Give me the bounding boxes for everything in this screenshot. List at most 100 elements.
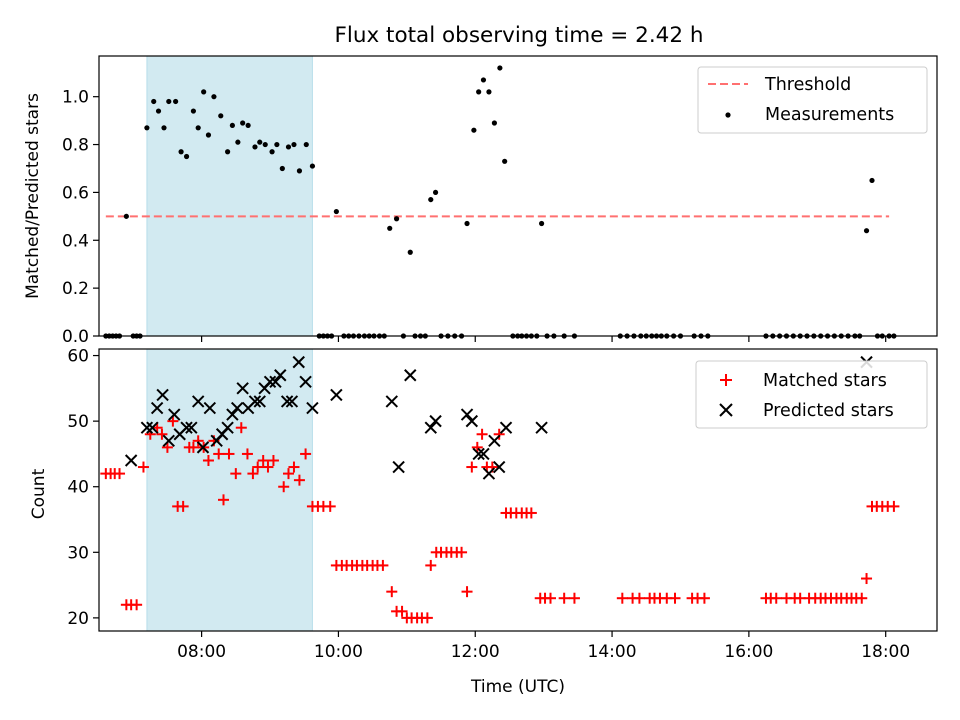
x-tick-label: 12:00 bbox=[451, 642, 500, 662]
measurement-point bbox=[869, 177, 875, 184]
matched-star-marker bbox=[669, 592, 681, 604]
matched-star-marker bbox=[558, 592, 570, 604]
measurement-point bbox=[309, 163, 316, 169]
predicted-star-marker bbox=[146, 421, 159, 434]
x-tick-label: 16:00 bbox=[724, 642, 773, 662]
matched-star-marker bbox=[616, 592, 628, 604]
predicted-marker-b bbox=[424, 421, 437, 434]
legend-matched-label: Matched stars bbox=[763, 371, 887, 391]
predicted-marker-b bbox=[429, 414, 442, 428]
measurement-point bbox=[173, 98, 179, 105]
matched-star-marker bbox=[377, 559, 389, 571]
predicted-marker-b bbox=[285, 395, 299, 408]
matched-star-marker bbox=[257, 454, 269, 466]
measurement-point bbox=[178, 149, 184, 155]
matched-star-marker bbox=[425, 559, 437, 571]
measurement-point bbox=[387, 225, 393, 231]
matched-star-marker bbox=[698, 592, 710, 604]
predicted-star-marker bbox=[477, 447, 490, 461]
measurement-point bbox=[240, 120, 246, 126]
predicted-marker-b bbox=[146, 421, 159, 434]
matched-stars-points bbox=[100, 415, 900, 624]
matched-star-marker bbox=[213, 448, 225, 460]
matched-star-marker bbox=[493, 428, 505, 440]
matched-star-marker bbox=[278, 481, 290, 493]
matched-star-marker bbox=[241, 448, 253, 460]
predicted-star-marker bbox=[221, 421, 234, 434]
matched-star-marker bbox=[396, 605, 408, 617]
measurement-point bbox=[863, 228, 870, 234]
predicted-marker-b bbox=[156, 388, 169, 402]
x-tick-label: 18:00 bbox=[861, 642, 910, 662]
matched-star-marker bbox=[247, 468, 259, 480]
measurement-point bbox=[486, 89, 492, 95]
y-tick-label: 20 bbox=[67, 609, 89, 629]
predicted-marker-b bbox=[168, 408, 181, 421]
predicted-star-marker bbox=[253, 395, 266, 408]
predicted-marker-b bbox=[460, 408, 474, 421]
matched-star-marker bbox=[288, 461, 300, 473]
predicted-star-marker bbox=[465, 414, 479, 428]
bottom-axes-frame bbox=[98, 348, 938, 632]
predicted-marker-b bbox=[280, 395, 294, 408]
bottom-shaded-span bbox=[146, 348, 313, 632]
measurement-point bbox=[262, 141, 268, 148]
y-tick-label: 0.8 bbox=[62, 136, 89, 156]
predicted-star-marker bbox=[404, 369, 417, 382]
predicted-star-marker bbox=[492, 460, 506, 474]
measurement-point bbox=[480, 77, 487, 83]
legend-matched-swatch bbox=[720, 374, 732, 386]
legend-predicted-label: Predicted stars bbox=[763, 401, 894, 421]
matched-star-marker bbox=[177, 500, 189, 512]
matched-star-marker bbox=[235, 422, 247, 434]
legend-threshold-label: Threshold bbox=[764, 75, 851, 95]
measurement-point bbox=[201, 89, 207, 95]
x-tick-label: 08:00 bbox=[177, 642, 226, 662]
predicted-star-marker bbox=[269, 375, 282, 388]
predicted-marker-b bbox=[535, 421, 548, 434]
measurement-point bbox=[195, 125, 201, 131]
predicted-star-marker bbox=[285, 395, 299, 408]
predicted-marker-b bbox=[477, 447, 490, 461]
measurement-point bbox=[190, 108, 197, 114]
predicted-marker-b bbox=[203, 401, 217, 415]
measurement-point bbox=[291, 141, 297, 148]
measurement-point bbox=[151, 98, 157, 105]
matched-star-marker bbox=[230, 468, 242, 480]
predicted-star-marker bbox=[168, 408, 181, 421]
predicted-star-marker bbox=[156, 388, 169, 402]
predicted-star-marker bbox=[292, 355, 305, 369]
measurement-point bbox=[257, 139, 263, 145]
predicted-star-marker bbox=[472, 447, 485, 461]
top-shaded-span bbox=[146, 55, 313, 337]
measurement-point bbox=[497, 65, 503, 71]
measurement-points bbox=[103, 65, 897, 339]
matched-star-marker bbox=[568, 592, 580, 604]
predicted-star-marker bbox=[424, 421, 437, 434]
matched-star-marker bbox=[223, 448, 235, 460]
y-tick-label: 40 bbox=[67, 478, 89, 498]
predicted-marker-b bbox=[124, 454, 138, 467]
predicted-marker-b bbox=[253, 395, 266, 408]
matched-star-marker bbox=[202, 454, 214, 466]
y-tick-label: 0.0 bbox=[62, 327, 89, 347]
predicted-marker-b bbox=[263, 375, 277, 388]
measurement-point bbox=[211, 94, 217, 100]
matched-star-marker bbox=[856, 592, 868, 604]
predicted-star-marker bbox=[124, 454, 138, 467]
predicted-star-marker bbox=[482, 467, 496, 480]
measurement-point bbox=[229, 122, 235, 129]
predicted-star-marker bbox=[488, 434, 501, 448]
bottom-y-ticks: 20 30 40 50 60 bbox=[67, 347, 99, 629]
measurement-point bbox=[428, 196, 434, 203]
y-tick-label: 30 bbox=[67, 543, 89, 563]
predicted-marker-b bbox=[306, 401, 319, 415]
measurement-point bbox=[471, 127, 477, 133]
predicted-star-marker bbox=[263, 375, 277, 388]
predicted-marker-b bbox=[330, 388, 343, 402]
bottom-legend-box bbox=[695, 360, 928, 429]
predicted-star-marker bbox=[429, 414, 442, 428]
predicted-star-marker bbox=[230, 401, 244, 415]
measurement-point bbox=[123, 213, 129, 219]
predicted-star-marker bbox=[460, 408, 474, 421]
